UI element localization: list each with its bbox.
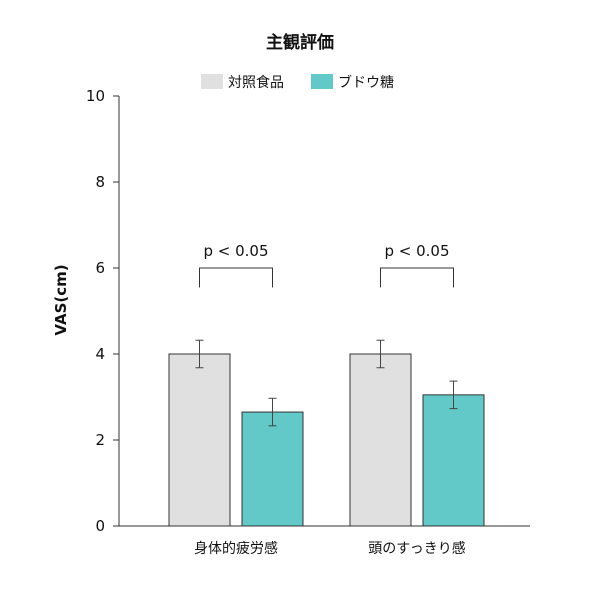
significance-label-1: p < 0.05: [384, 242, 449, 260]
error-bar-series1-cat1: [449, 380, 458, 410]
error-bars: [195, 339, 458, 427]
y-axis-label: VAS(cm): [52, 264, 70, 335]
legend-item-1: ブドウ糖: [311, 74, 394, 91]
category-labels: 身体的疲労感 頭のすっきり感: [194, 540, 466, 557]
significance-label-0: p < 0.05: [203, 242, 268, 260]
category-label-0: 身体的疲労感: [194, 540, 278, 557]
bracket-line: [380, 267, 454, 288]
bracket-line: [199, 267, 273, 288]
category-label-1: 頭のすっきり感: [368, 540, 465, 557]
significance-bracket-1: p < 0.05: [380, 242, 454, 288]
legend-swatch-1: [311, 74, 333, 89]
legend-label-1: ブドウ糖: [338, 74, 394, 91]
y-tick-label-1: 2: [95, 431, 105, 449]
chart-title: 主観評価: [266, 32, 334, 53]
bar-series0-cat0: [168, 353, 231, 527]
bars: [168, 353, 485, 527]
legend: 対照食品 ブドウ糖: [201, 74, 394, 91]
significance-annotations: p < 0.05 p < 0.05: [199, 242, 454, 288]
error-bar-series1-cat0: [268, 397, 277, 427]
y-tick-label-5: 10: [86, 87, 105, 105]
legend-swatch-0: [201, 74, 223, 89]
error-bar-series0-cat1: [376, 339, 385, 369]
bar-series0-cat1: [349, 353, 412, 527]
bar-series1-cat0: [241, 411, 304, 527]
bar-series1-cat1: [422, 394, 485, 527]
y-tick-label-3: 6: [95, 259, 105, 277]
y-tick-label-4: 8: [95, 173, 105, 191]
y-axis: 0 2 4 6 8 10: [86, 87, 120, 535]
legend-label-0: 対照食品: [228, 74, 284, 91]
y-tick-label-2: 4: [95, 345, 105, 363]
error-bar-series0-cat0: [195, 339, 204, 369]
significance-bracket-0: p < 0.05: [199, 242, 273, 288]
legend-item-0: 対照食品: [201, 74, 284, 91]
y-tick-label-0: 0: [95, 517, 105, 535]
